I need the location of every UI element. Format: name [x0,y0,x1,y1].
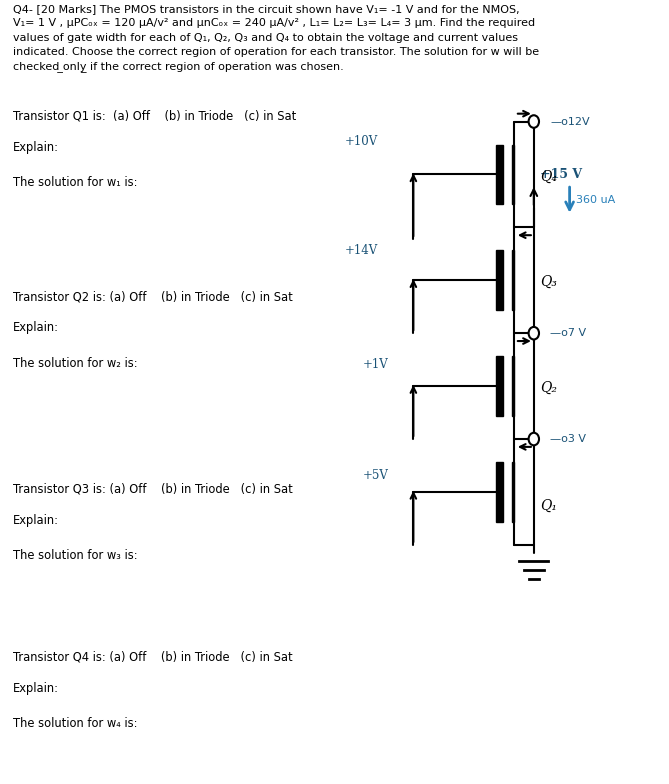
Text: Q₄: Q₄ [541,169,557,183]
Text: The solution for w₄ is:: The solution for w₄ is: [13,717,138,731]
Bar [512,251,514,310]
Circle shape [529,115,539,128]
Text: The solution for w₃ is:: The solution for w₃ is: [13,549,138,562]
Bar [496,145,502,205]
Bar [496,463,502,522]
Text: Explain:: Explain: [13,682,59,695]
Text: +14V: +14V [345,245,378,257]
Bar [512,145,514,205]
Text: +15 V: +15 V [541,169,583,181]
Text: —o3 V: —o3 V [550,434,586,444]
Text: The solution for w₂ is:: The solution for w₂ is: [13,357,138,370]
Circle shape [529,327,539,339]
Text: +1V: +1V [363,358,389,371]
Text: Transistor Q3 is: (a) Off    (b) in Triode   (c) in Sat: Transistor Q3 is: (a) Off (b) in Triode … [13,482,293,495]
Text: 360 uA: 360 uA [576,195,615,205]
Text: Q₃: Q₃ [541,275,557,289]
Text: Explain:: Explain: [13,514,59,527]
Bar [512,463,514,522]
Text: Q₁: Q₁ [541,499,557,513]
Text: Q4- [20 Marks] The PMOS transistors in the circuit shown have V₁= -1 V and for t: Q4- [20 Marks] The PMOS transistors in t… [13,4,539,72]
Text: The solution for w₁ is:: The solution for w₁ is: [13,176,138,190]
Text: +5V: +5V [363,470,389,482]
Bar [496,357,502,416]
Text: Q₂: Q₂ [541,381,557,395]
Text: Transistor Q2 is: (a) Off    (b) in Triode   (c) in Sat: Transistor Q2 is: (a) Off (b) in Triode … [13,290,293,303]
Text: Transistor Q1 is:  (a) Off    (b) in Triode   (c) in Sat: Transistor Q1 is: (a) Off (b) in Triode … [13,110,296,123]
Text: Explain:: Explain: [13,141,59,154]
Text: Transistor Q4 is: (a) Off    (b) in Triode   (c) in Sat: Transistor Q4 is: (a) Off (b) in Triode … [13,651,292,664]
Bar [512,357,514,416]
Text: —o12V: —o12V [550,117,589,126]
Bar [496,251,502,310]
Text: —o7 V: —o7 V [550,328,586,338]
Text: Explain:: Explain: [13,321,59,335]
Text: +10V: +10V [345,135,378,147]
Circle shape [529,433,539,445]
